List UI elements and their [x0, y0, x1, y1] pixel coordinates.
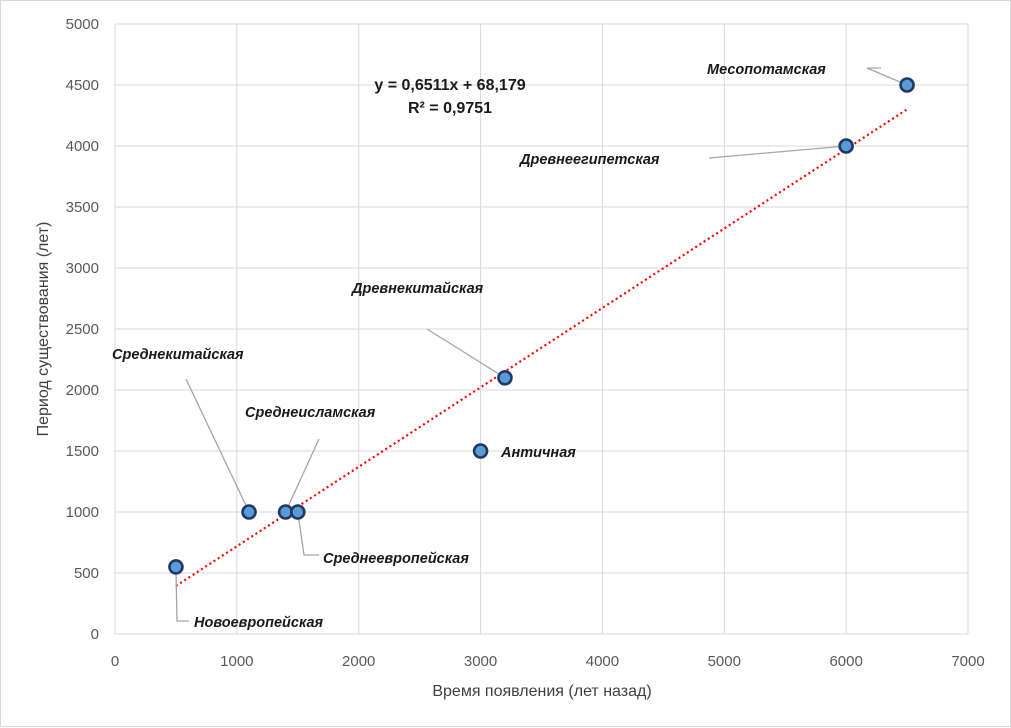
point-label: Месопотамская — [707, 62, 826, 78]
y-axis-ticks: 0 500 1000 1500 2000 2500 3000 3500 4000 4500 5000 — [66, 16, 99, 643]
y-tick-label: 4000 — [66, 138, 99, 155]
point-label: Среднеевропейская — [323, 551, 469, 567]
point-labels: Месопотамская Древнеегипетская Древнекитай… — [112, 62, 826, 631]
y-tick-label: 2500 — [66, 321, 99, 338]
x-tick-label: 4000 — [586, 653, 619, 670]
trendline-equation: y = 0,6511x + 68,179 — [374, 77, 525, 94]
data-point — [899, 77, 915, 93]
x-tick-label: 1000 — [220, 653, 253, 670]
y-tick-label: 4500 — [66, 77, 99, 94]
x-axis-ticks: 0 1000 2000 3000 4000 5000 6000 7000 — [111, 653, 985, 670]
y-tick-label: 1000 — [66, 504, 99, 521]
point-label: Древнеегипетская — [518, 152, 660, 168]
trendline-r-squared: R² = 0,9751 — [408, 100, 492, 117]
point-label: Древнекитайская — [350, 281, 484, 297]
data-point — [472, 443, 489, 459]
x-tick-label: 7000 — [951, 653, 984, 670]
leader-line — [426, 328, 506, 379]
y-axis-title: Период существования (лет) — [35, 222, 52, 437]
leader-line — [185, 378, 250, 513]
data-point — [497, 369, 513, 386]
y-tick-label: 0 — [91, 626, 99, 643]
y-tick-label: 500 — [74, 565, 99, 582]
point-label: Среднекитайская — [112, 347, 244, 363]
data-point — [241, 504, 257, 520]
grid — [114, 23, 969, 635]
point-label: Античная — [500, 445, 576, 461]
y-tick-label: 3000 — [66, 260, 99, 277]
leader-line — [285, 438, 320, 513]
y-tick-label: 1500 — [66, 443, 99, 460]
x-tick-label: 0 — [111, 653, 119, 670]
x-tick-label: 2000 — [342, 653, 375, 670]
y-tick-label: 2000 — [66, 382, 99, 399]
y-tick-label: 3500 — [66, 199, 99, 216]
data-points — [168, 77, 915, 575]
leader-line — [866, 67, 908, 86]
point-label: Новоевропейская — [194, 615, 324, 631]
x-axis-title: Время появления (лет назад) — [432, 683, 651, 700]
leader-line — [175, 566, 189, 622]
data-point — [289, 504, 306, 520]
x-tick-label: 3000 — [464, 653, 497, 670]
data-point — [838, 138, 854, 154]
y-tick-label: 5000 — [66, 16, 99, 33]
x-tick-label: 5000 — [708, 653, 741, 670]
x-tick-label: 6000 — [829, 653, 862, 670]
leader-line — [297, 511, 319, 556]
data-point — [168, 559, 184, 575]
point-label: Среднеисламская — [245, 405, 376, 421]
label-leader-lines — [175, 67, 908, 622]
leader-line — [708, 145, 847, 159]
